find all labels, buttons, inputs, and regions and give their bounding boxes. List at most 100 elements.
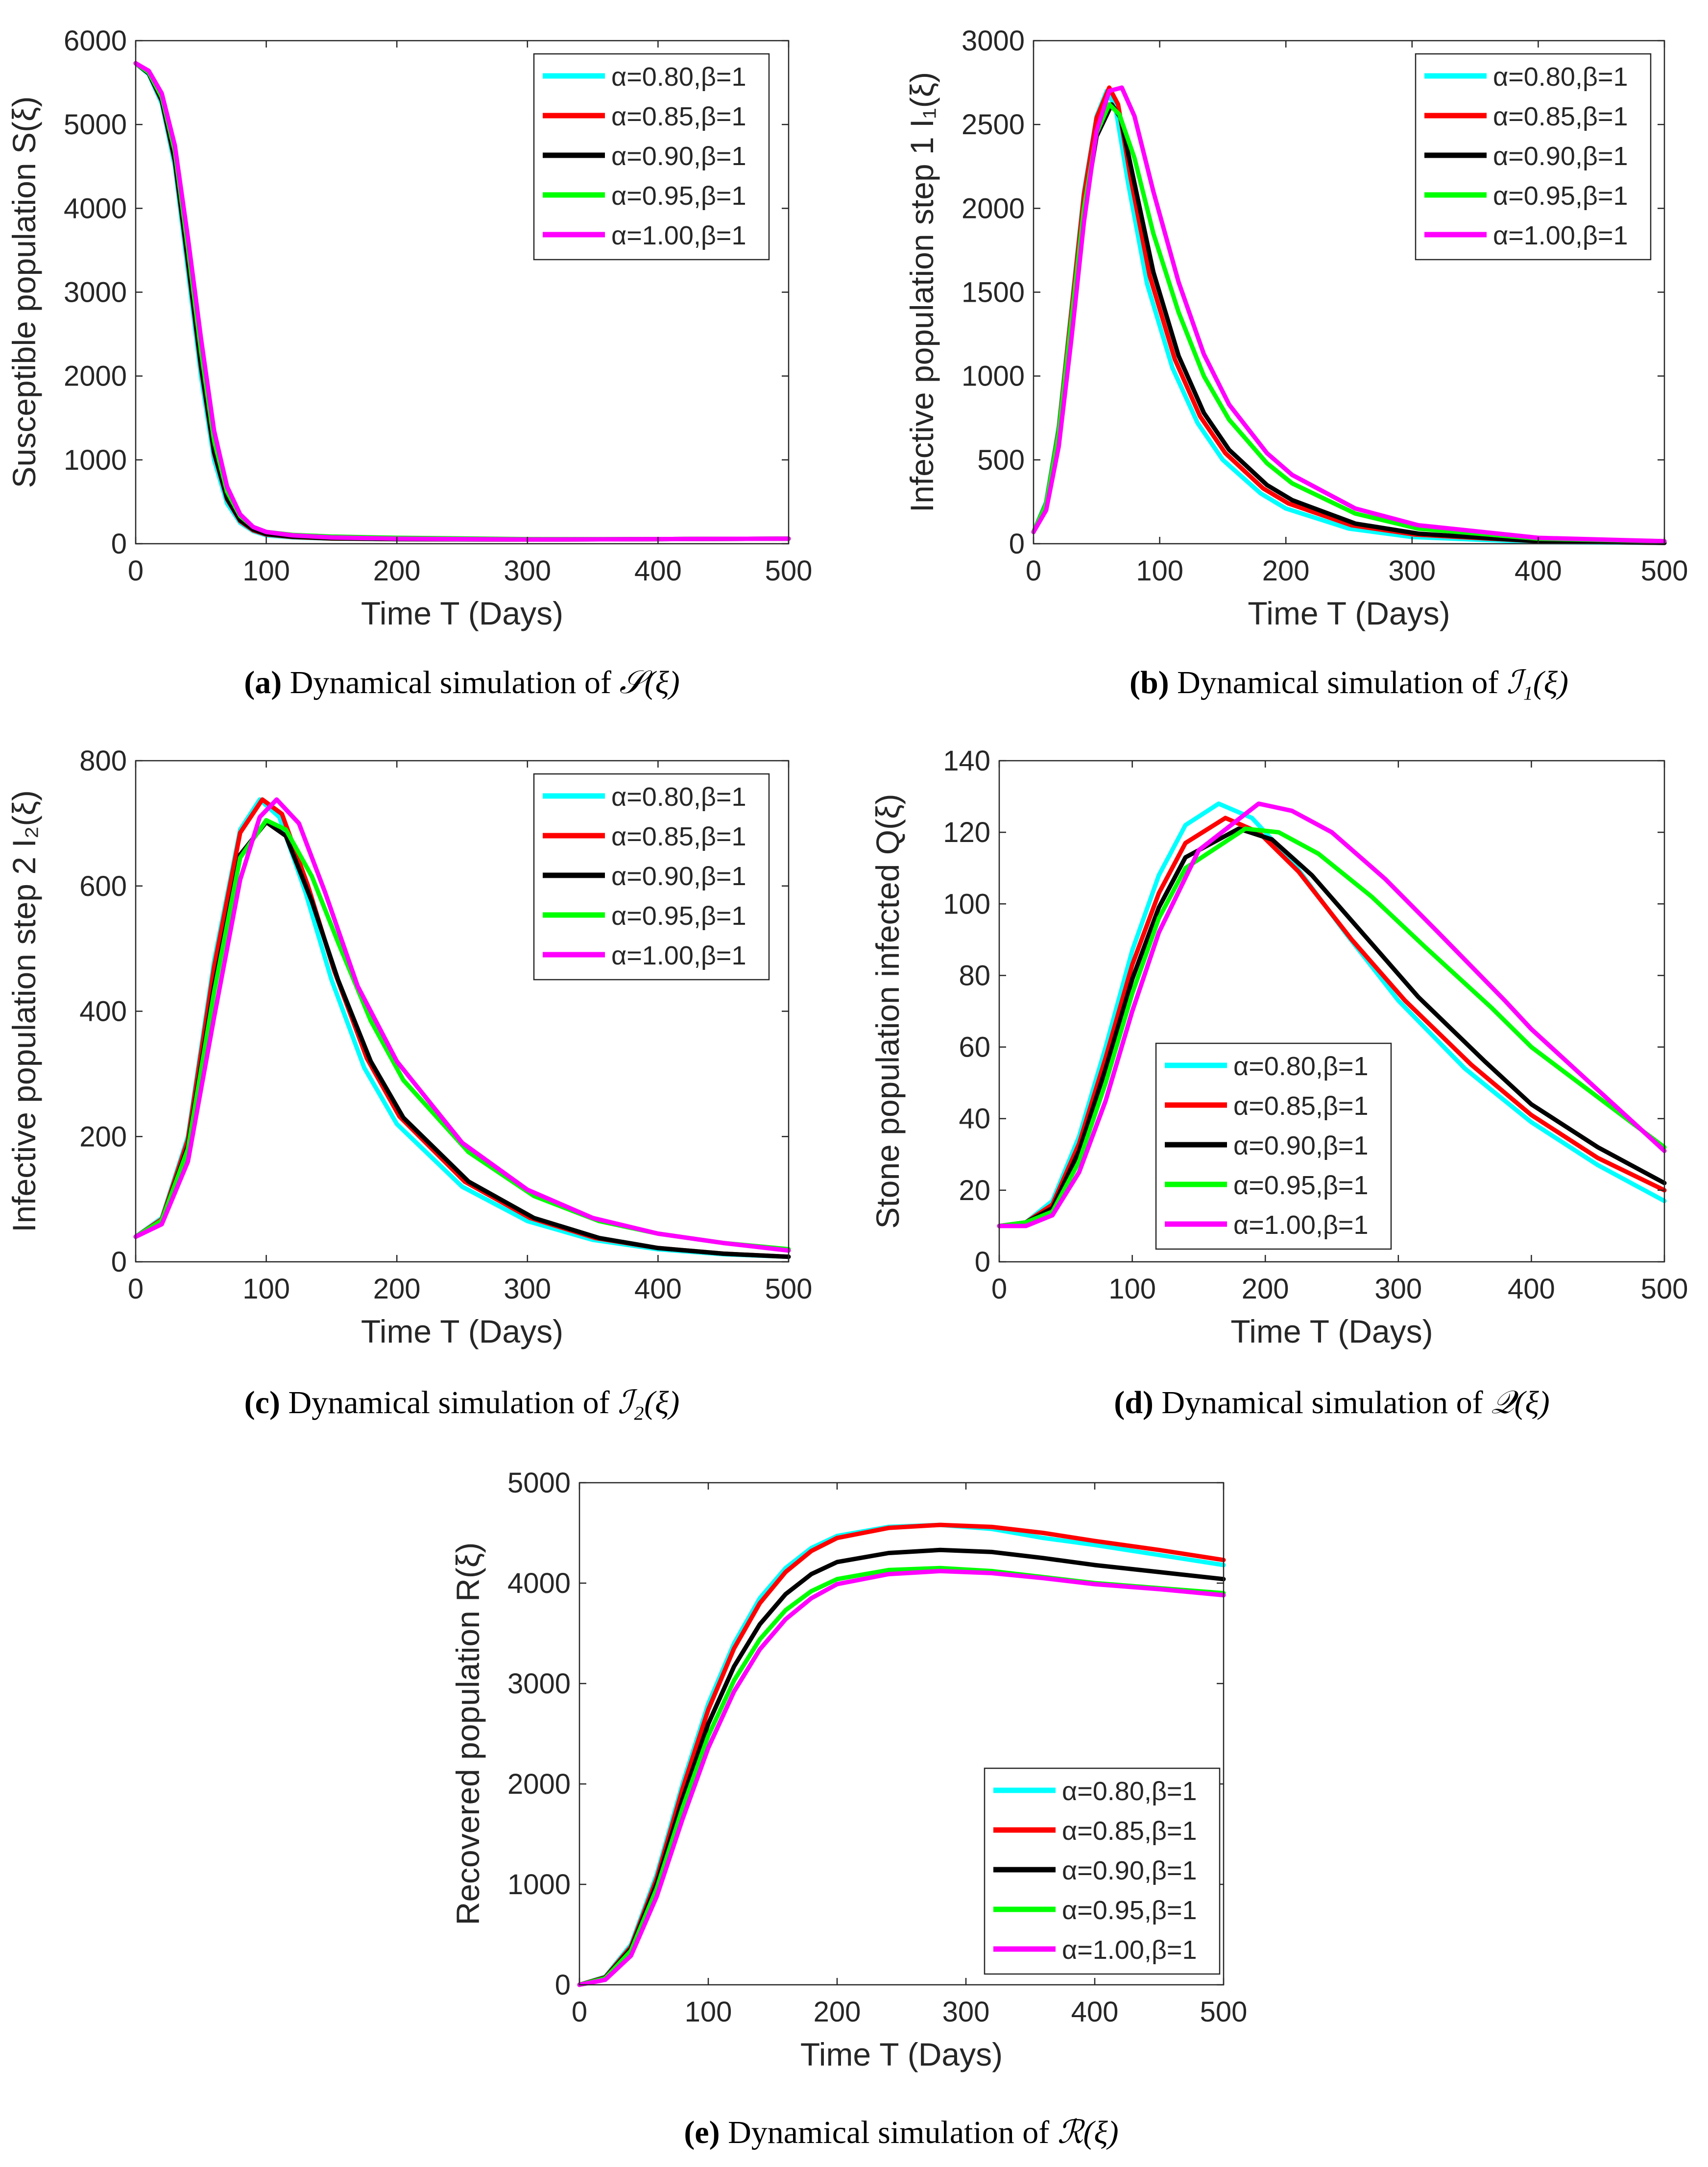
chart-panel-a: 0 100 200 300 400 500010002000300040005000600…	[6, 25, 812, 700]
axes-frame	[998, 760, 1665, 1263]
legend-entry-label: α=0.80,β=1	[1062, 1777, 1197, 1806]
y-tick-label: 0	[975, 1246, 990, 1278]
series-line-e-4	[577, 1568, 1226, 1987]
legend-entry-label: α=0.90,β=1	[611, 142, 746, 171]
y-tick-label: 20	[959, 1175, 990, 1206]
legend: α=0.80,β=1 α=0.85,β=1 α=0.90,β=1 α=0.95,β=1…	[1155, 1042, 1392, 1250]
y-tick-label: 1500	[962, 277, 1025, 309]
legend-entry-label: α=0.85,β=1	[1493, 102, 1628, 131]
axes-frame	[578, 1482, 1225, 1986]
legend-entry-label: α=0.80,β=1	[611, 782, 746, 812]
figure-caption: (d) Dynamical simulation of 𝒬(ξ)	[1114, 1385, 1549, 1421]
legend-entry-label: α=0.80,β=1	[611, 62, 746, 92]
x-tick-label: 500	[765, 1273, 813, 1305]
chart-panel-d: 0 100 200 300 400 500 0 20 40 60 80 100 120 140 Time T…	[869, 745, 1688, 1421]
caption-text: Dynamical simulation of	[720, 2115, 1058, 2150]
x-axis-label: Time T (Days)	[1230, 1313, 1433, 1349]
y-tick-label: 2500	[962, 109, 1025, 141]
x-tick-label: 500	[1200, 1996, 1248, 2028]
y-tick-label: 80	[959, 960, 990, 991]
x-tick-label: 0	[572, 1996, 587, 2028]
legend-entry-label: α=1.00,β=1	[1062, 1935, 1197, 1965]
y-tick-label: 0	[1009, 528, 1025, 560]
x-tick-label: 200	[814, 1996, 861, 2028]
x-axis-label: Time T (Days)	[361, 595, 563, 631]
y-tick-label: 1000	[962, 361, 1025, 392]
caption-symbol: ℛ(ξ)	[1058, 2115, 1119, 2150]
y-axis-label: Infective population step 2 I₂(ξ)	[6, 790, 42, 1232]
y-tick-label: 60	[959, 1032, 990, 1063]
x-axis-label: Time T (Days)	[361, 1313, 563, 1349]
caption-text: Dynamical simulation of	[282, 665, 619, 700]
x-tick-label: 400	[1071, 1996, 1119, 2028]
legend-entry-label: α=0.95,β=1	[1493, 181, 1628, 211]
legend-entry-label: α=0.95,β=1	[611, 181, 746, 211]
y-tick-label: 0	[111, 528, 127, 560]
caption-letter: (b)	[1130, 665, 1169, 700]
y-tick-label: 120	[943, 817, 990, 848]
x-axis-label: Time T (Days)	[800, 2036, 1003, 2072]
legend-entry-label: α=0.80,β=1	[1233, 1052, 1368, 1081]
x-tick-label: 300	[504, 555, 551, 587]
caption-symbol: 𝒬(ξ)	[1491, 1385, 1550, 1421]
x-tick-label: 100	[685, 1996, 732, 2028]
x-tick-label: 100	[1136, 555, 1183, 587]
y-tick-label: 400	[79, 996, 127, 1028]
y-tick-label: 3000	[962, 25, 1025, 57]
legend-entry-label: α=1.00,β=1	[1233, 1210, 1368, 1240]
y-tick-label: 2000	[507, 1768, 571, 1800]
y-tick-label: 800	[79, 745, 127, 777]
y-tick-label: 5000	[507, 1467, 571, 1499]
caption-letter: (e)	[684, 2115, 720, 2150]
x-tick-label: 200	[373, 1273, 421, 1305]
y-axis-label: Susceptible population S(ξ)	[6, 96, 42, 488]
y-tick-label: 1000	[507, 1869, 571, 1901]
y-tick-label: 200	[79, 1121, 127, 1153]
figure-caption: (c) Dynamical simulation of ℐ₂(ξ)	[244, 1385, 680, 1421]
x-tick-label: 400	[1508, 1273, 1555, 1305]
legend-entry-label: α=0.95,β=1	[1233, 1171, 1368, 1200]
y-tick-label: 2000	[64, 361, 127, 392]
y-axis-label: Stone population infected Q(ξ)	[869, 794, 906, 1228]
legend-entry-label: α=0.90,β=1	[611, 862, 746, 891]
figure-caption: (a) Dynamical simulation of 𝒮(ξ)	[244, 665, 679, 700]
x-tick-label: 200	[1242, 1273, 1289, 1305]
x-tick-label: 100	[242, 1273, 290, 1305]
y-tick-label: 3000	[507, 1668, 571, 1700]
y-tick-label: 4000	[507, 1567, 571, 1599]
y-axis-label: Infective population step 1 I₁(ξ)	[904, 72, 940, 512]
y-tick-label: 0	[111, 1246, 127, 1278]
legend-entry-label: α=0.85,β=1	[1062, 1816, 1197, 1846]
series-line-c-4	[133, 797, 791, 1253]
y-tick-label: 600	[79, 870, 127, 902]
caption-text: Dynamical simulation of	[280, 1385, 618, 1421]
y-tick-label: 1000	[64, 444, 127, 476]
caption-letter: (c)	[244, 1385, 280, 1421]
chart-panel-b: 0 100 200 300 400 500 0 500 1000 1500 2000 2500 3000…	[904, 25, 1688, 700]
x-tick-label: 200	[1262, 555, 1310, 587]
series-line-d-2	[997, 826, 1667, 1228]
x-tick-label: 200	[373, 555, 421, 587]
x-tick-label: 400	[634, 555, 682, 587]
caption-symbol: 𝒮(ξ)	[619, 665, 679, 700]
legend-entry-label: α=1.00,β=1	[611, 941, 746, 970]
caption-symbol: ℐ₂(ξ)	[618, 1385, 679, 1421]
x-tick-label: 100	[1108, 1273, 1156, 1305]
x-tick-label: 400	[634, 1273, 682, 1305]
legend: α=0.80,β=1 α=0.85,β=1 α=0.90,β=1 α=0.95,β=1…	[984, 1767, 1221, 1975]
y-tick-label: 6000	[64, 25, 127, 57]
legend-entry-label: α=0.85,β=1	[1233, 1091, 1368, 1121]
legend-entry-label: α=0.90,β=1	[1493, 142, 1628, 171]
series-line-a-4	[133, 61, 791, 542]
legend: α=0.80,β=1 α=0.85,β=1 α=0.90,β=1 α=0.95,β=1…	[533, 53, 770, 261]
legend-box	[533, 53, 770, 261]
chart-panel-c: 0 100 200 300 400 500 0 200 400 600 800 Time T (Day…	[6, 745, 812, 1421]
x-tick-label: 100	[242, 555, 290, 587]
y-tick-label: 100	[943, 888, 990, 920]
x-tick-label: 0	[128, 1273, 144, 1305]
x-tick-label: 400	[1515, 555, 1562, 587]
legend-entry-label: α=0.95,β=1	[1062, 1896, 1197, 1925]
legend-entry-label: α=0.85,β=1	[611, 822, 746, 851]
chart-panel-e: 0 100 200 300 400 500010002000300040005000Tim…	[450, 1467, 1247, 2150]
